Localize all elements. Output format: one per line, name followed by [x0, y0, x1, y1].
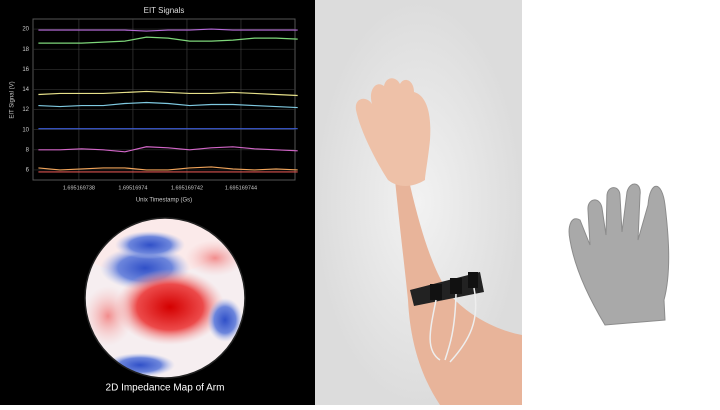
electrode — [430, 284, 442, 300]
x-tick-label: 1.69516974 — [118, 185, 147, 191]
y-axis-label: EIT Signal (V) — [10, 81, 16, 118]
y-tick-label: 16 — [22, 67, 29, 73]
x-tick-label: 1.695169742 — [171, 185, 203, 191]
forearm — [395, 180, 522, 405]
eit-chart: EIT Signals Unix Timestamp (Gs) EIT Sign… — [10, 6, 298, 204]
series-line — [38, 101, 298, 109]
impedance-map: 2D Impedance Map of Arm — [84, 217, 246, 394]
x-axis-label: Unix Timestamp (Gs) — [136, 198, 192, 204]
y-tick-label: 8 — [26, 147, 30, 153]
hand-render — [568, 183, 670, 326]
map-caption: 2D Impedance Map of Arm — [106, 383, 225, 394]
map-region — [115, 231, 185, 259]
render-panel — [522, 0, 720, 405]
series-line — [38, 28, 298, 32]
series-line — [38, 146, 298, 153]
hand-model — [568, 183, 670, 326]
hand — [355, 78, 431, 186]
y-tick-label: 12 — [22, 107, 29, 113]
y-tick-label: 6 — [26, 168, 30, 174]
series-line — [38, 36, 298, 44]
x-tick-label: 1.695169744 — [225, 185, 257, 191]
map-border — [84, 217, 246, 379]
map-region — [85, 286, 133, 346]
map-region — [115, 269, 225, 345]
wires — [429, 287, 477, 363]
x-tick-label: 1.695169738 — [63, 185, 95, 191]
electrode — [450, 278, 462, 294]
y-tick-label: 14 — [22, 87, 29, 93]
chart-title: EIT Signals — [144, 6, 185, 15]
y-tick-label: 18 — [22, 47, 29, 53]
electrode-band — [410, 272, 484, 306]
y-tick-label: 10 — [22, 127, 29, 133]
series-line — [38, 90, 298, 97]
series-line — [38, 166, 298, 171]
electrode — [468, 272, 478, 288]
arm-photo — [355, 78, 522, 405]
plot-area — [32, 18, 296, 181]
y-tick-label: 20 — [22, 27, 29, 33]
map-region — [207, 298, 243, 342]
